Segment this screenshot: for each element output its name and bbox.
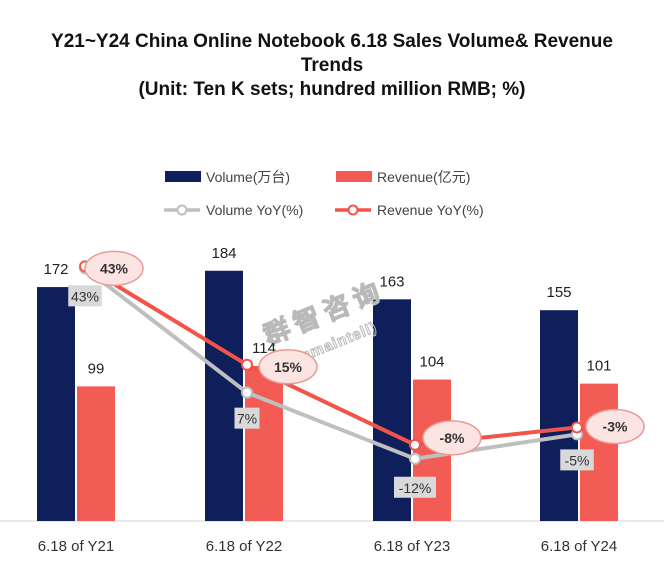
x-tick-label: 6.18 of Y21 — [38, 538, 114, 555]
point-revenue-yoy — [571, 421, 583, 434]
title-line-2: Trends — [300, 55, 364, 76]
point-volume-yoy — [241, 386, 253, 399]
x-tick-label: 6.18 of Y22 — [206, 538, 282, 555]
legend-marker-volume-yoy — [176, 204, 188, 216]
bar-revenue-label: 99 — [88, 360, 105, 377]
revenue-yoy-label-bubble — [422, 420, 482, 456]
legend-swatch-volume — [165, 171, 201, 182]
bar-volume — [37, 287, 75, 521]
legend-swatch-revenue — [336, 171, 372, 182]
chart-title: Y21~Y24 China Online Notebook 6.18 Sales… — [0, 30, 664, 102]
volume-yoy-label-box — [68, 285, 102, 307]
title-line-1: Y21~Y24 China Online Notebook 6.18 Sales… — [51, 31, 613, 52]
bar-revenue-label: 101 — [586, 358, 611, 375]
bar-revenue — [77, 386, 115, 521]
legend-label-volume-yoy: Volume YoY(%) — [206, 202, 303, 218]
bar-volume-label: 172 — [43, 261, 68, 278]
revenue-yoy-label-bubble — [258, 349, 318, 385]
point-revenue-yoy — [241, 358, 253, 371]
x-tick-label: 6.18 of Y23 — [374, 538, 450, 555]
volume-yoy-label: -5% — [565, 452, 590, 468]
title-line-3: (Unit: Ten K sets; hundred million RMB; … — [138, 79, 526, 100]
legend-label-revenue: Revenue(亿元) — [377, 169, 470, 185]
legend-label-volume: Volume(万台) — [206, 169, 290, 185]
bar-volume-label: 155 — [546, 284, 571, 301]
bar-volume — [540, 310, 578, 521]
point-revenue-yoy — [409, 438, 421, 451]
volume-yoy-label: 7% — [237, 411, 257, 427]
revenue-yoy-label: 43% — [100, 260, 129, 276]
bar-revenue-label: 104 — [419, 354, 444, 371]
bar-volume-label: 163 — [379, 273, 404, 290]
bar-volume-label: 184 — [211, 245, 236, 262]
volume-yoy-label-box — [394, 476, 436, 498]
volume-yoy-label: -12% — [399, 480, 432, 496]
revenue-yoy-label-bubble — [585, 408, 645, 445]
bar-volume — [205, 270, 243, 521]
revenue-yoy-label: -8% — [440, 430, 465, 446]
volume-yoy-label: 43% — [71, 288, 99, 304]
volume-yoy-label-box — [234, 407, 260, 429]
line-volume-yoy — [83, 266, 578, 461]
legend-label-revenue-yoy: Revenue YoY(%) — [377, 202, 484, 218]
x-tick-label: 6.18 of Y24 — [541, 538, 617, 555]
point-volume-yoy — [409, 452, 421, 465]
legend: Volume(万台) Revenue(亿元) Volume YoY(%) Rev… — [164, 169, 484, 218]
revenue-yoy-label: -3% — [603, 418, 628, 434]
volume-yoy-label-box — [560, 449, 594, 471]
line-revenue-yoy — [83, 264, 578, 447]
revenue-yoy-label: 15% — [274, 359, 303, 375]
legend-marker-revenue-yoy — [347, 204, 359, 216]
revenue-yoy-label-bubble — [84, 250, 144, 287]
